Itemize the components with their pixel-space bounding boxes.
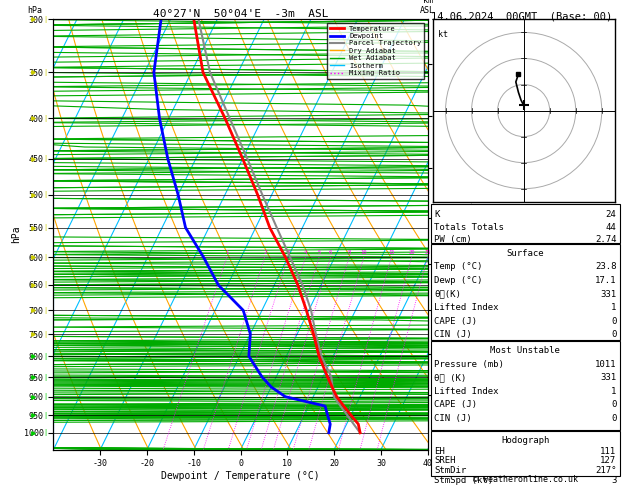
Text: |: | — [43, 330, 47, 338]
Text: 44: 44 — [606, 223, 616, 232]
Text: 2.74: 2.74 — [595, 235, 616, 244]
Text: θᴇ (K): θᴇ (K) — [434, 373, 466, 382]
Text: StmSpd (kt): StmSpd (kt) — [434, 476, 493, 485]
Text: Lifted Index: Lifted Index — [434, 303, 499, 312]
Text: 24: 24 — [606, 210, 616, 219]
Text: |: | — [43, 307, 47, 314]
Text: 4: 4 — [304, 250, 307, 255]
Text: © weatheronline.co.uk: © weatheronline.co.uk — [473, 474, 577, 484]
Text: 6: 6 — [329, 250, 332, 255]
Text: SREH: SREH — [434, 456, 455, 466]
Text: 8: 8 — [347, 250, 350, 255]
Text: 1: 1 — [611, 387, 616, 396]
Text: |: | — [43, 281, 47, 288]
Text: Totals Totals: Totals Totals — [434, 223, 504, 232]
Text: 14.06.2024  00GMT  (Base: 00): 14.06.2024 00GMT (Base: 00) — [431, 11, 612, 21]
Text: 331: 331 — [600, 290, 616, 299]
Text: 5: 5 — [318, 250, 321, 255]
Legend: Temperature, Dewpoint, Parcel Trajectory, Dry Adiabat, Wet Adiabat, Isotherm, Mi: Temperature, Dewpoint, Parcel Trajectory… — [327, 23, 424, 79]
Text: K: K — [434, 210, 440, 219]
Text: 0: 0 — [611, 400, 616, 410]
Text: EH: EH — [434, 447, 445, 456]
Text: Most Unstable: Most Unstable — [490, 346, 560, 355]
Text: 3: 3 — [611, 476, 616, 485]
Text: km
ASL: km ASL — [420, 0, 435, 15]
Text: CIN (J): CIN (J) — [434, 330, 472, 340]
Text: |: | — [43, 115, 47, 122]
Text: Pressure (mb): Pressure (mb) — [434, 360, 504, 369]
Text: |: | — [43, 69, 47, 76]
Text: Lifted Index: Lifted Index — [434, 387, 499, 396]
Text: 331: 331 — [600, 373, 616, 382]
Title: 40°27'N  50°04'E  -3m  ASL: 40°27'N 50°04'E -3m ASL — [153, 9, 328, 18]
Text: |: | — [43, 224, 47, 231]
X-axis label: Dewpoint / Temperature (°C): Dewpoint / Temperature (°C) — [161, 471, 320, 481]
Text: 23.8: 23.8 — [595, 262, 616, 272]
Text: 1011: 1011 — [595, 360, 616, 369]
Text: |: | — [43, 16, 47, 23]
Y-axis label: hPa: hPa — [11, 226, 21, 243]
Text: Temp (°C): Temp (°C) — [434, 262, 482, 272]
Text: Dewp (°C): Dewp (°C) — [434, 276, 482, 285]
Text: 0: 0 — [611, 414, 616, 423]
Text: 15: 15 — [388, 250, 394, 255]
Text: StmDir: StmDir — [434, 466, 466, 475]
Text: 10: 10 — [360, 250, 367, 255]
Text: CIN (J): CIN (J) — [434, 414, 472, 423]
Text: Surface: Surface — [506, 249, 544, 258]
Text: 2: 2 — [263, 250, 266, 255]
Text: Hodograph: Hodograph — [501, 436, 549, 445]
Text: |: | — [43, 353, 47, 360]
Text: |: | — [43, 155, 47, 162]
Text: |: | — [43, 393, 47, 400]
Text: 127: 127 — [600, 456, 616, 466]
Text: 17.1: 17.1 — [595, 276, 616, 285]
Text: |: | — [43, 429, 47, 436]
Text: LCL: LCL — [432, 394, 447, 403]
Text: θᴇ(K): θᴇ(K) — [434, 290, 461, 299]
Text: PW (cm): PW (cm) — [434, 235, 472, 244]
Text: 1: 1 — [611, 303, 616, 312]
Text: 25: 25 — [425, 250, 431, 255]
Text: |: | — [43, 412, 47, 418]
Text: CAPE (J): CAPE (J) — [434, 400, 477, 410]
Text: |: | — [43, 374, 47, 381]
Text: 0: 0 — [611, 330, 616, 340]
Text: |: | — [43, 254, 47, 261]
Text: 111: 111 — [600, 447, 616, 456]
Text: |: | — [43, 191, 47, 198]
Text: CAPE (J): CAPE (J) — [434, 317, 477, 326]
Text: 0: 0 — [611, 317, 616, 326]
Text: 1: 1 — [225, 250, 228, 255]
Text: kt: kt — [438, 30, 448, 39]
Text: Mixing Ratio (g/kg): Mixing Ratio (g/kg) — [472, 187, 481, 282]
Text: 3: 3 — [286, 250, 290, 255]
Text: 20: 20 — [408, 250, 415, 255]
Text: hPa: hPa — [27, 6, 42, 15]
Text: 217°: 217° — [595, 466, 616, 475]
